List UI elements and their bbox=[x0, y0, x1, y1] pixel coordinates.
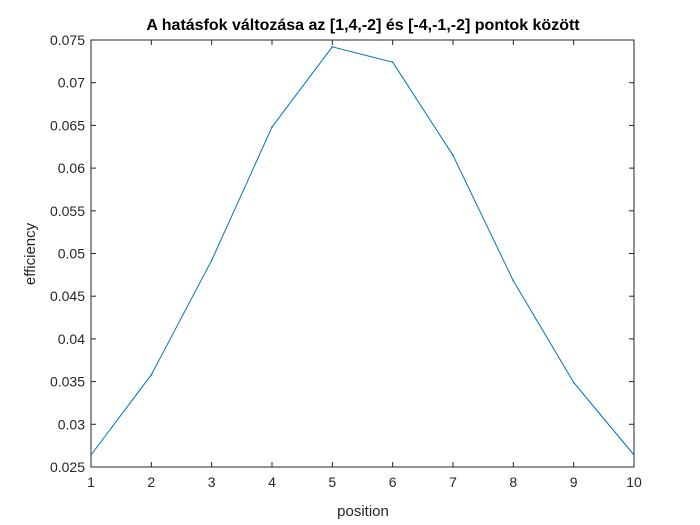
y-tick-label: 0.04 bbox=[58, 331, 85, 347]
x-axis-ticks: 1 2 3 4 5 6 7 8 9 10 bbox=[87, 40, 642, 490]
data-point bbox=[633, 454, 635, 456]
data-point bbox=[391, 61, 394, 64]
x-tick-label: 5 bbox=[328, 474, 336, 490]
data-point bbox=[271, 126, 273, 128]
series-line bbox=[90, 46, 635, 456]
data-point bbox=[90, 454, 92, 456]
data-point bbox=[210, 259, 213, 262]
x-tick-label: 6 bbox=[389, 474, 397, 490]
y-tick-label: 0.07 bbox=[58, 75, 85, 91]
data-point bbox=[150, 373, 153, 376]
x-tick-label: 7 bbox=[449, 474, 457, 490]
plot-box bbox=[90, 39, 635, 468]
x-tick-label: 8 bbox=[509, 474, 517, 490]
x-tick-label: 10 bbox=[626, 474, 642, 490]
y-axis-label: efficiency bbox=[22, 222, 39, 285]
data-point bbox=[512, 280, 515, 282]
y-tick-label: 0.05 bbox=[58, 246, 85, 262]
x-tick-label: 9 bbox=[570, 474, 578, 490]
plot-frame bbox=[90, 39, 635, 468]
y-tick-label: 0.06 bbox=[58, 160, 85, 176]
x-tick-label: 3 bbox=[208, 474, 216, 490]
y-tick-label: 0.025 bbox=[50, 459, 85, 475]
y-tick-label: 0.035 bbox=[50, 374, 85, 390]
x-tick-label: 2 bbox=[147, 474, 155, 490]
y-tick-label: 0.055 bbox=[50, 203, 85, 219]
y-tick-label: 0.065 bbox=[50, 117, 85, 133]
chart-title: A hatásfok változása az [1,4,-2] és [-4,… bbox=[146, 17, 580, 34]
x-tick-label: 1 bbox=[87, 474, 95, 490]
data-point bbox=[572, 381, 575, 384]
y-tick-label: 0.03 bbox=[58, 416, 85, 432]
y-tick-label: 0.045 bbox=[50, 288, 85, 304]
x-axis-label: position bbox=[337, 503, 389, 520]
y-axis-ticks: 0.025 0.03 0.035 0.04 0.045 0.05 0.055 0.06 0.06… bbox=[50, 32, 634, 475]
x-tick-label: 4 bbox=[268, 474, 276, 490]
y-tick-label: 0.075 bbox=[50, 32, 85, 48]
series-layer bbox=[90, 46, 635, 456]
data-point bbox=[331, 46, 334, 48]
data-point bbox=[452, 154, 454, 157]
